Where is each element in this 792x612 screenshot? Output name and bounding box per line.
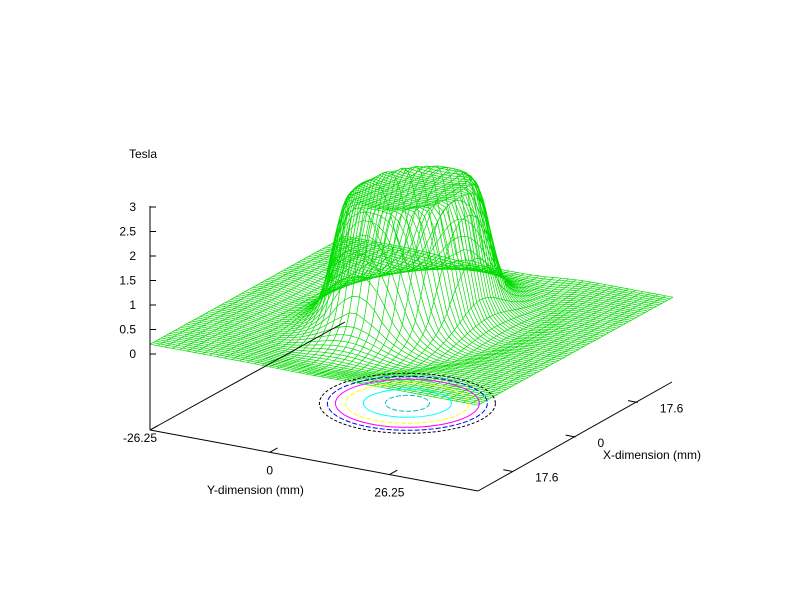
z-tick-label: 0.5 — [119, 323, 136, 337]
x-tick-label: 0 — [598, 436, 605, 450]
z-tick-label: 1 — [129, 298, 136, 312]
z-tick-label: 0 — [129, 347, 136, 361]
z-tick-label: 1.5 — [119, 274, 136, 288]
frame-left-back — [149, 321, 346, 431]
x-tick-mark — [565, 434, 576, 438]
x-tick-label: 17.6 — [660, 401, 684, 415]
y-tick-mark — [389, 469, 398, 475]
contour-level-1 — [326, 375, 488, 431]
y-tick-mark — [269, 447, 278, 453]
z-tick-label: 3 — [129, 200, 136, 214]
y-axis-ticks: -26.25 0 26.25 — [123, 425, 405, 500]
x-tick-mark — [627, 400, 638, 403]
contour-level-2.8 — [384, 394, 430, 412]
x-axis-label: X-dimension (mm) — [603, 448, 701, 462]
y-tick-label: -26.25 — [123, 431, 157, 445]
contour-level-1.5 — [334, 378, 480, 428]
x-tick-mark — [503, 469, 514, 473]
y-tick-mark — [149, 425, 159, 431]
contour-level-2 — [344, 382, 470, 424]
x-tick-label: 17.6 — [535, 471, 559, 485]
frame-front-left — [149, 429, 479, 492]
z-axis-ticks: 0 0.5 1 1.5 2 2.5 3 — [119, 200, 156, 361]
y-axis-label: Y-dimension (mm) — [207, 483, 304, 497]
surface-wireframe — [149, 165, 674, 406]
contour-level-0.5 — [318, 372, 496, 434]
y-tick-label: 0 — [266, 463, 273, 477]
z-axis-label: Tesla — [129, 147, 157, 161]
contour-projection — [318, 372, 496, 434]
z-tick-label: 2.5 — [119, 225, 136, 239]
contour-level-2.5 — [362, 388, 452, 418]
y-tick-label: 26.25 — [374, 486, 404, 500]
z-tick-label: 2 — [129, 249, 136, 263]
surface-mesh — [149, 165, 674, 406]
x-axis-ticks: 17.6 0 17.6 — [503, 400, 684, 485]
